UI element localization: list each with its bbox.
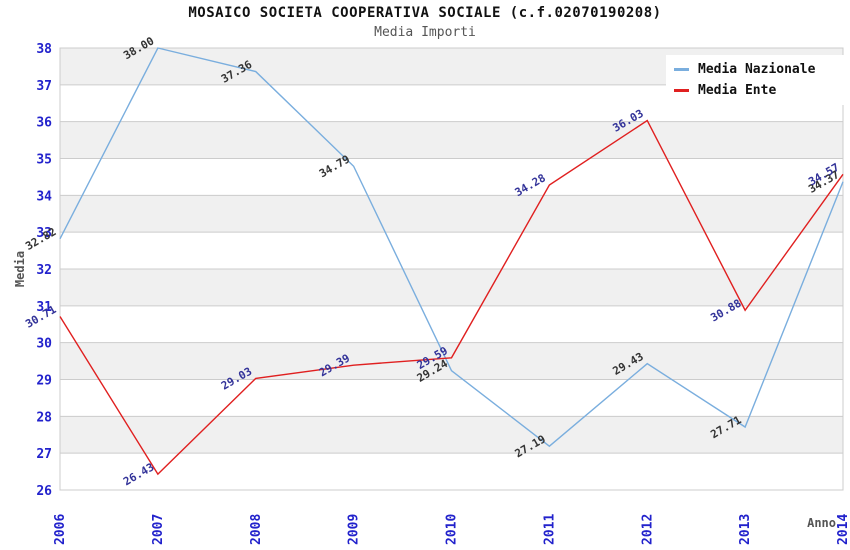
plot-stripe bbox=[60, 342, 843, 380]
data-label-media-ente: 26.43 bbox=[121, 461, 156, 489]
series-line-media-ente bbox=[59, 119, 844, 476]
chart-title: MOSAICO SOCIETA COOPERATIVA SOCIALE (c.f… bbox=[188, 5, 662, 21]
x-tick-label: 2011 bbox=[542, 514, 557, 545]
y-tick-label: 34 bbox=[36, 189, 52, 204]
plot-border bbox=[59, 47, 844, 491]
y-tick-label: 26 bbox=[36, 484, 52, 499]
x-tick-label: 2009 bbox=[347, 514, 362, 545]
y-tick-label: 36 bbox=[36, 116, 52, 131]
legend-item-media-nazionale: Media Nazionale bbox=[674, 59, 840, 80]
y-tick-label: 33 bbox=[36, 226, 52, 241]
x-tick-label: 2007 bbox=[151, 514, 166, 545]
series-line-media-nazionale bbox=[59, 47, 844, 448]
y-axis-title: Media bbox=[13, 251, 27, 287]
legend-label-media-ente: Media Ente bbox=[698, 83, 777, 98]
legend-label-media-nazionale: Media Nazionale bbox=[698, 62, 816, 77]
y-tick-label: 32 bbox=[36, 263, 52, 278]
y-tick-label: 29 bbox=[36, 374, 52, 389]
y-tick-label: 31 bbox=[36, 300, 52, 315]
legend-swatch-media-ente bbox=[674, 89, 689, 92]
y-tick-label: 27 bbox=[36, 447, 52, 462]
chart-subtitle: Media Importi bbox=[374, 25, 476, 40]
y-tick-label: 37 bbox=[36, 79, 52, 94]
x-axis-title: Anno bbox=[807, 516, 836, 530]
y-tick-label: 28 bbox=[36, 410, 52, 425]
legend-item-media-ente: Media Ente bbox=[674, 80, 840, 101]
plot-stripe bbox=[60, 195, 843, 233]
plot-stripe bbox=[60, 416, 843, 454]
y-tick-label: 38 bbox=[36, 42, 52, 57]
x-tick-label: 2014 bbox=[836, 514, 850, 545]
x-tick-label: 2012 bbox=[640, 514, 655, 545]
x-tick-label: 2008 bbox=[249, 514, 264, 545]
x-tick-label: 2010 bbox=[445, 514, 460, 545]
legend-swatch-media-nazionale bbox=[674, 68, 689, 71]
chart-legend: Media Nazionale Media Ente bbox=[666, 55, 848, 105]
y-tick-label: 35 bbox=[36, 153, 52, 168]
x-tick-label: 2006 bbox=[53, 514, 68, 545]
plot-stripe bbox=[60, 269, 843, 306]
x-tick-label: 2013 bbox=[738, 514, 753, 545]
plot-stripe bbox=[60, 121, 843, 159]
y-tick-label: 30 bbox=[36, 337, 52, 352]
